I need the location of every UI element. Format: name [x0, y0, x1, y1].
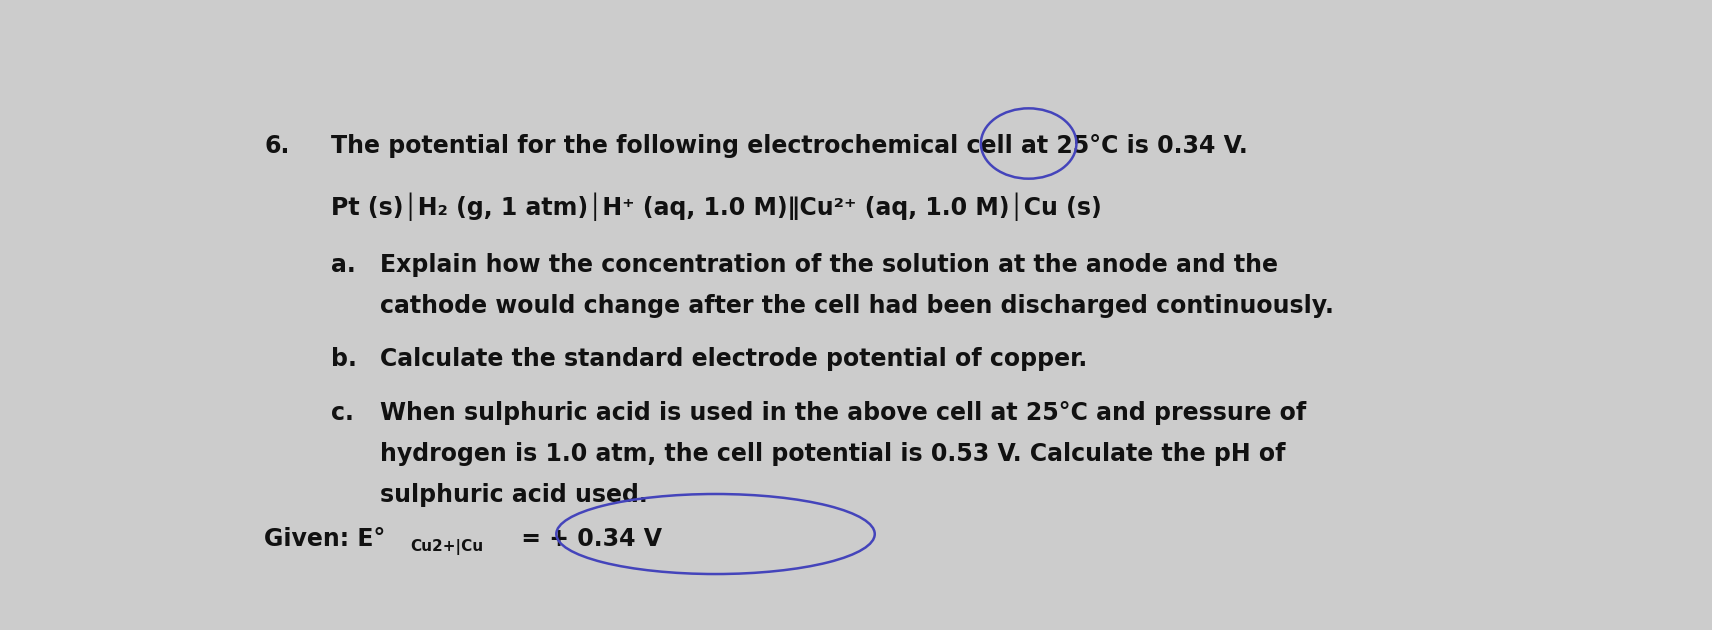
Text: Calculate the standard electrode potential of copper.: Calculate the standard electrode potenti…: [380, 347, 1087, 371]
Text: cathode would change after the cell had been discharged continuously.: cathode would change after the cell had …: [380, 294, 1334, 318]
Text: 6.: 6.: [264, 134, 289, 158]
Text: Explain how the concentration of the solution at the anode and the: Explain how the concentration of the sol…: [380, 253, 1277, 277]
Text: c.: c.: [330, 401, 354, 425]
Text: a.: a.: [330, 253, 356, 277]
Text: = + 0.34 V: = + 0.34 V: [512, 527, 661, 551]
Text: Given: E°: Given: E°: [264, 527, 385, 551]
Text: Cu2+|Cu: Cu2+|Cu: [411, 539, 483, 555]
Text: sulphuric acid used.: sulphuric acid used.: [380, 483, 647, 507]
Text: Pt (s)│H₂ (g, 1 atm)│H⁺ (aq, 1.0 M)∥Cu²⁺ (aq, 1.0 M)│Cu (s): Pt (s)│H₂ (g, 1 atm)│H⁺ (aq, 1.0 M)∥Cu²⁺…: [330, 192, 1101, 221]
Text: When sulphuric acid is used in the above cell at 25°C and pressure of: When sulphuric acid is used in the above…: [380, 401, 1306, 425]
Text: b.: b.: [330, 347, 356, 371]
Text: The potential for the following electrochemical cell at 25°C is 0.34 V.: The potential for the following electroc…: [330, 134, 1248, 158]
Text: hydrogen is 1.0 atm, the cell potential is 0.53 V. Calculate the pH of: hydrogen is 1.0 atm, the cell potential …: [380, 442, 1286, 466]
